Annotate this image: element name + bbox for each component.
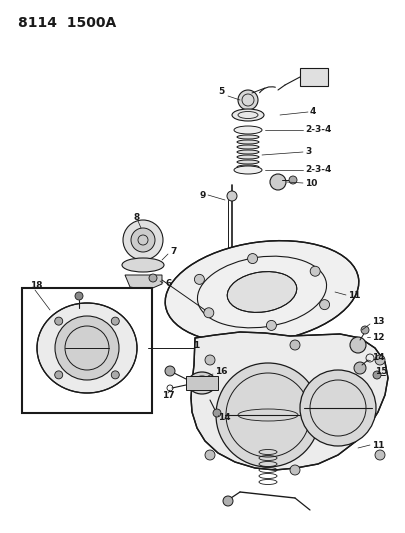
Circle shape — [123, 220, 163, 260]
Text: 8: 8 — [133, 214, 139, 222]
Circle shape — [131, 228, 155, 252]
Bar — [300, 68, 328, 86]
Circle shape — [227, 191, 237, 201]
Ellipse shape — [237, 145, 259, 149]
Text: 10: 10 — [305, 179, 318, 188]
Ellipse shape — [122, 258, 164, 272]
Text: 13: 13 — [372, 318, 384, 327]
Circle shape — [55, 317, 63, 325]
Text: 12: 12 — [372, 333, 384, 342]
Circle shape — [205, 450, 215, 460]
Circle shape — [194, 274, 205, 285]
Circle shape — [354, 362, 366, 374]
Ellipse shape — [237, 140, 259, 144]
Ellipse shape — [37, 303, 137, 393]
Ellipse shape — [232, 109, 264, 121]
Circle shape — [300, 370, 376, 446]
Text: 4: 4 — [310, 108, 316, 117]
Text: 17: 17 — [162, 391, 175, 400]
Text: 2-3-4: 2-3-4 — [305, 166, 331, 174]
Ellipse shape — [188, 372, 216, 394]
Circle shape — [320, 300, 330, 310]
Text: 14: 14 — [218, 414, 230, 423]
Ellipse shape — [237, 155, 259, 159]
Ellipse shape — [234, 126, 262, 134]
Circle shape — [216, 363, 320, 467]
Circle shape — [205, 355, 215, 365]
Text: 8114  1500A: 8114 1500A — [18, 16, 116, 30]
Circle shape — [223, 496, 233, 506]
Circle shape — [266, 320, 276, 330]
Circle shape — [247, 254, 258, 264]
Circle shape — [75, 292, 83, 300]
Circle shape — [375, 450, 385, 460]
Text: 11: 11 — [348, 290, 360, 300]
Ellipse shape — [237, 150, 259, 154]
Circle shape — [290, 465, 300, 475]
Text: 9: 9 — [200, 190, 207, 199]
Ellipse shape — [227, 272, 297, 312]
Circle shape — [361, 326, 369, 334]
Polygon shape — [191, 332, 388, 470]
Ellipse shape — [237, 165, 259, 169]
Text: 18: 18 — [30, 280, 43, 289]
Circle shape — [213, 409, 221, 417]
Polygon shape — [125, 275, 162, 290]
Ellipse shape — [237, 160, 259, 164]
Circle shape — [111, 371, 119, 379]
Circle shape — [111, 317, 119, 325]
Text: 7: 7 — [170, 247, 176, 256]
Ellipse shape — [234, 166, 262, 174]
Text: 5: 5 — [218, 87, 224, 96]
Circle shape — [238, 90, 258, 110]
Circle shape — [149, 274, 157, 282]
Text: 1: 1 — [193, 342, 199, 351]
Circle shape — [310, 266, 320, 276]
Text: 14: 14 — [372, 353, 385, 362]
Circle shape — [373, 371, 381, 379]
Text: 15: 15 — [375, 367, 388, 376]
Circle shape — [206, 339, 224, 357]
Text: 6: 6 — [165, 279, 171, 287]
Circle shape — [290, 340, 300, 350]
Circle shape — [55, 371, 63, 379]
Circle shape — [375, 355, 385, 365]
Circle shape — [350, 337, 366, 353]
Circle shape — [55, 316, 119, 380]
Bar — [22, 288, 152, 413]
Circle shape — [204, 308, 214, 318]
Text: 3: 3 — [305, 148, 311, 157]
Ellipse shape — [237, 135, 259, 139]
Text: 2-3-4: 2-3-4 — [305, 125, 331, 134]
Text: 16: 16 — [215, 367, 228, 376]
Bar — [186, 376, 218, 390]
Circle shape — [165, 366, 175, 376]
Circle shape — [289, 176, 297, 184]
Ellipse shape — [165, 241, 359, 343]
Text: 11: 11 — [372, 440, 384, 449]
Circle shape — [270, 174, 286, 190]
